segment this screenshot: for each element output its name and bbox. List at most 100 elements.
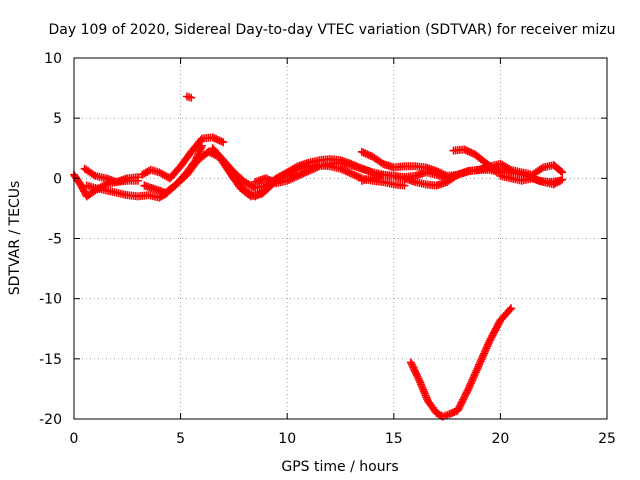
data-point bbox=[306, 166, 315, 175]
data-point bbox=[463, 147, 472, 156]
data-point bbox=[341, 167, 350, 176]
data-point bbox=[463, 386, 472, 395]
data-point bbox=[453, 406, 462, 415]
y-tick-label: 5 bbox=[53, 111, 62, 127]
data-point bbox=[265, 175, 274, 184]
data-point bbox=[474, 362, 483, 371]
series-arc-12 bbox=[485, 159, 567, 179]
data-point bbox=[477, 355, 486, 364]
data-point bbox=[204, 147, 213, 156]
data-point bbox=[435, 168, 444, 177]
data-point bbox=[478, 353, 487, 362]
data-point bbox=[459, 393, 468, 402]
data-point bbox=[281, 170, 290, 179]
data-point bbox=[407, 360, 416, 369]
data-point bbox=[464, 384, 473, 393]
data-point bbox=[479, 351, 488, 360]
data-point bbox=[454, 404, 463, 413]
data-point bbox=[466, 381, 475, 390]
data-point bbox=[313, 163, 322, 172]
data-point bbox=[290, 173, 299, 182]
x-tick-label: 0 bbox=[70, 431, 79, 447]
data-point bbox=[439, 170, 448, 179]
chart-title: Day 109 of 2020, Sidereal Day-to-day VTE… bbox=[49, 22, 616, 38]
data-point bbox=[434, 167, 443, 176]
data-point bbox=[290, 166, 299, 175]
data-point bbox=[467, 148, 476, 157]
data-point bbox=[456, 401, 465, 410]
data-point bbox=[460, 392, 469, 401]
data-point bbox=[408, 362, 417, 371]
x-tick-label: 25 bbox=[598, 431, 616, 447]
data-point bbox=[89, 170, 98, 179]
data-point bbox=[475, 360, 484, 369]
data-point bbox=[293, 171, 302, 180]
data-point bbox=[267, 176, 276, 185]
y-tick-label: 0 bbox=[53, 171, 62, 187]
data-point bbox=[363, 150, 372, 159]
data-point bbox=[359, 148, 368, 157]
data-point bbox=[284, 168, 293, 177]
data-point bbox=[457, 399, 466, 408]
data-point bbox=[406, 358, 415, 367]
data-point bbox=[268, 177, 277, 186]
data-point bbox=[400, 181, 409, 190]
data-point bbox=[208, 133, 217, 142]
data-point bbox=[409, 363, 418, 372]
data-point bbox=[345, 168, 354, 177]
grid bbox=[74, 58, 607, 419]
data-point bbox=[297, 170, 306, 179]
x-tick-label: 5 bbox=[176, 431, 185, 447]
data-points bbox=[70, 92, 567, 421]
data-point bbox=[480, 349, 488, 358]
data-point bbox=[348, 170, 357, 179]
data-point bbox=[458, 397, 467, 406]
series-arc-13 bbox=[496, 171, 567, 189]
series-arc-14 bbox=[182, 92, 196, 102]
data-point bbox=[288, 167, 297, 176]
data-point bbox=[466, 379, 475, 388]
data-point bbox=[292, 165, 301, 174]
data-point bbox=[213, 135, 222, 144]
data-point bbox=[354, 172, 363, 181]
data-point bbox=[295, 171, 304, 180]
data-point bbox=[470, 370, 479, 379]
x-tick-label: 20 bbox=[491, 431, 509, 447]
x-tick-label: 10 bbox=[278, 431, 296, 447]
data-point bbox=[292, 172, 301, 181]
data-point bbox=[411, 367, 420, 376]
data-point bbox=[217, 137, 226, 146]
data-point bbox=[299, 169, 308, 178]
data-point bbox=[484, 338, 493, 347]
data-point bbox=[212, 135, 221, 144]
series-arc-15 bbox=[406, 304, 516, 421]
data-point bbox=[471, 368, 480, 377]
data-point bbox=[480, 347, 489, 356]
data-point bbox=[413, 372, 422, 381]
data-point bbox=[215, 136, 224, 145]
axis-ticks: 0 5 10 15 20 25 -20 -15 -10 -5 0 5 10 bbox=[39, 51, 616, 447]
data-point bbox=[300, 168, 309, 177]
data-point bbox=[361, 149, 370, 158]
data-point bbox=[411, 369, 420, 378]
series-arc-4 bbox=[138, 133, 228, 183]
data-point bbox=[468, 375, 477, 384]
y-tick-label: -10 bbox=[39, 292, 62, 308]
data-point bbox=[309, 164, 318, 173]
data-point bbox=[558, 175, 567, 184]
y-tick-label: -5 bbox=[48, 232, 62, 248]
data-point bbox=[475, 358, 484, 367]
data-point bbox=[469, 373, 478, 382]
data-point bbox=[537, 164, 546, 173]
data-point bbox=[283, 176, 292, 185]
data-point bbox=[352, 171, 361, 180]
data-point bbox=[459, 395, 468, 404]
data-point bbox=[350, 171, 359, 180]
data-point bbox=[483, 342, 492, 351]
data-point bbox=[484, 340, 493, 349]
data-point bbox=[187, 93, 196, 102]
data-point bbox=[470, 371, 479, 380]
data-point bbox=[467, 377, 476, 386]
data-point bbox=[210, 134, 219, 143]
data-point bbox=[507, 304, 516, 313]
